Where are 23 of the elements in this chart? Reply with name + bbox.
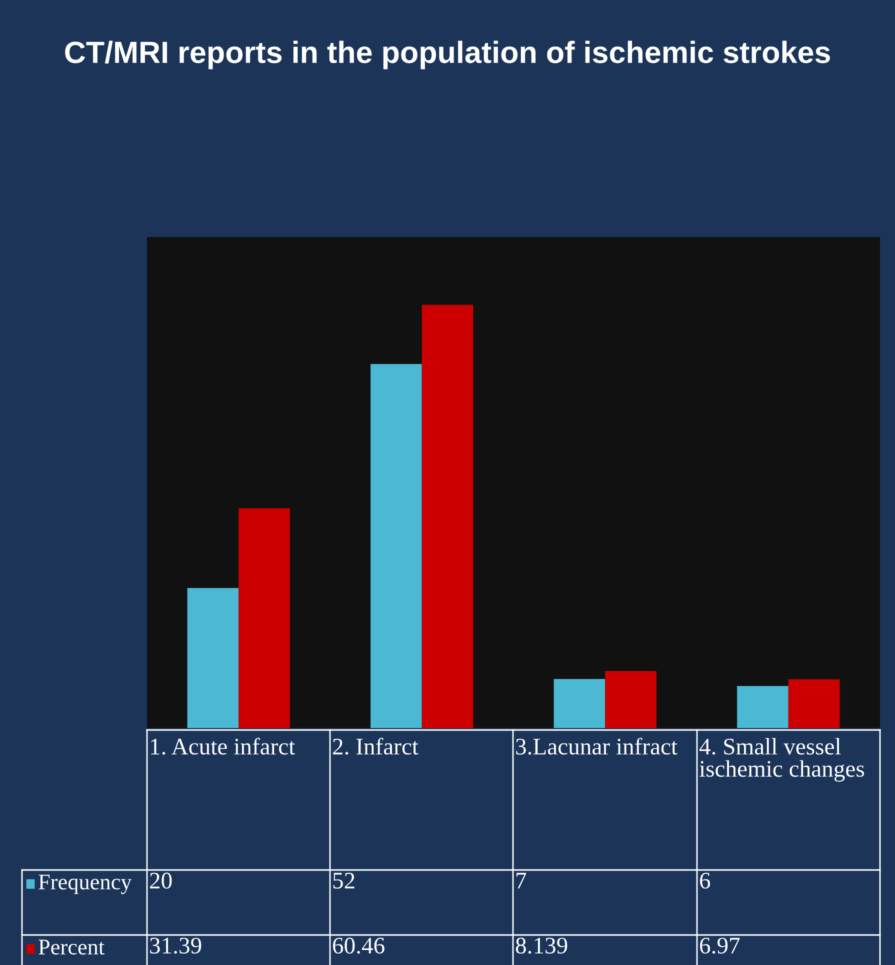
bar bbox=[737, 686, 788, 728]
data-label: 52 bbox=[333, 872, 354, 889]
bar bbox=[422, 304, 474, 728]
bar bbox=[605, 671, 656, 728]
bar bbox=[554, 678, 606, 728]
bar bbox=[370, 364, 422, 728]
chart-title: CT/MRI reports in the population of ischemic strokes bbox=[65, 40, 830, 70]
x-tick-label: 3.Lacunar infract bbox=[516, 738, 678, 755]
x-tick-label: 4. Small vessel ischemic changes bbox=[699, 738, 864, 782]
data-label: 60.46 bbox=[333, 938, 384, 954]
bar bbox=[187, 588, 239, 728]
data-label: 31.39 bbox=[150, 938, 202, 954]
bar bbox=[788, 679, 840, 728]
legend-label: Percent bbox=[38, 940, 105, 955]
data-label: 20 bbox=[150, 872, 172, 889]
data-label: 6.97 bbox=[700, 938, 740, 954]
x-tick-label: 1. Acute infarct bbox=[151, 738, 296, 755]
legend-label: Frequency bbox=[38, 874, 132, 894]
data-label: 7 bbox=[516, 872, 526, 888]
bar bbox=[238, 508, 290, 728]
x-tick-label: 2. Infarct bbox=[333, 738, 418, 755]
data-label: 8.139 bbox=[516, 938, 568, 954]
data-label: 6 bbox=[700, 872, 710, 889]
